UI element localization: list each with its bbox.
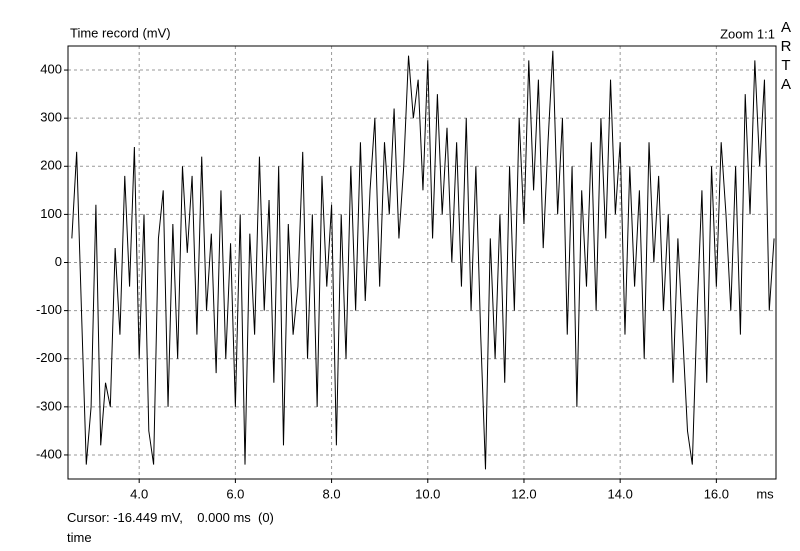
y-tick-label: -100 <box>36 302 62 317</box>
y-tick-label: 300 <box>40 110 62 125</box>
y-tick-label: 100 <box>40 206 62 221</box>
brand: ARTA <box>780 19 792 93</box>
y-tick-label: -400 <box>36 446 62 461</box>
y-tick-label: -300 <box>36 398 62 413</box>
cursor-readout: Cursor: -16.449 mV, 0.000 ms (0) <box>67 510 274 525</box>
grid <box>68 46 776 479</box>
x-tick-label: 8.0 <box>323 486 341 501</box>
chart-title: Time record (mV) <box>70 25 171 40</box>
y-tick-label: 200 <box>40 158 62 173</box>
x-tick-label: 16.0 <box>704 486 729 501</box>
signal-line <box>71 50 775 470</box>
y-tick-label: 0 <box>55 254 62 269</box>
x-unit: ms <box>756 486 774 501</box>
trace <box>71 50 775 470</box>
x-tick-label: 4.0 <box>130 486 148 501</box>
x-tick-label: 10.0 <box>415 486 440 501</box>
y-tick-label: 400 <box>40 61 62 76</box>
x-tick-label: 14.0 <box>608 486 633 501</box>
x-tick-label: 6.0 <box>226 486 244 501</box>
zoom-label: Zoom 1:1 <box>720 26 775 41</box>
y-tick-label: -200 <box>36 350 62 365</box>
mode-label: time <box>67 530 92 545</box>
x-tick-label: 12.0 <box>511 486 536 501</box>
